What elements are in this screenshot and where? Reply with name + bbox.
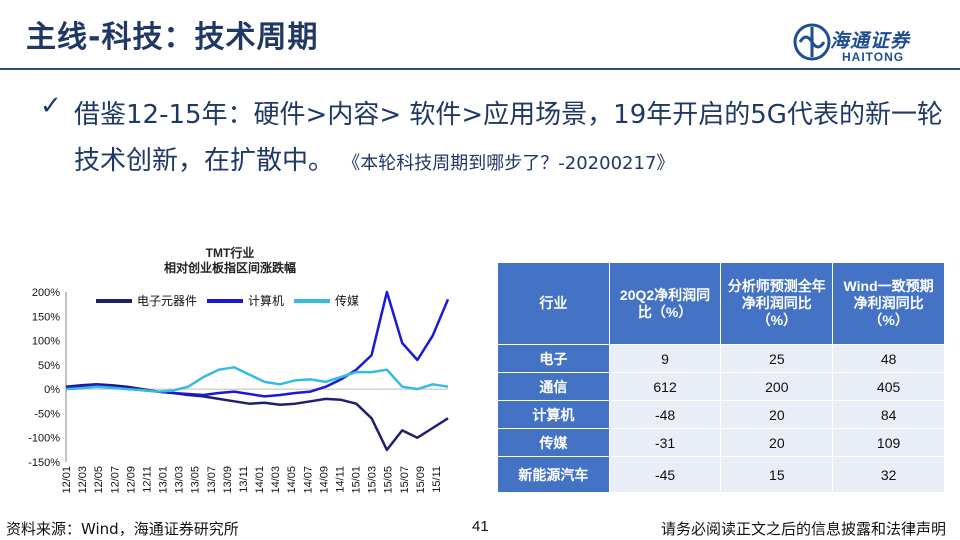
table-cell: 612	[608, 372, 722, 401]
legend-label: 传媒	[335, 294, 360, 308]
table-row-header: 计算机	[497, 400, 610, 429]
table-row-header: 通信	[497, 372, 610, 401]
table-row-header: 新能源汽车	[497, 456, 610, 493]
table-cell: 200	[720, 372, 834, 401]
x-tick-label: 12/01	[61, 466, 73, 494]
slide-title: 主线-科技：技术周期	[26, 20, 319, 55]
x-tick-label: 14/07	[302, 466, 314, 494]
y-tick-label: -100%	[28, 433, 60, 445]
haitong-logo: 海通证券 HAITONG	[790, 20, 940, 66]
table-cell: 20	[720, 428, 834, 457]
y-tick-label: 50%	[38, 360, 60, 372]
table-row: 通信 612 200 405	[497, 372, 945, 401]
x-tick-label: 12/05	[93, 466, 105, 494]
table-cell: -45	[608, 456, 722, 493]
table-cell: 405	[832, 372, 945, 401]
table-cell: 48	[832, 344, 945, 373]
footer-source: 资料来源：Wind，海通证券研究所	[6, 520, 239, 538]
checkmark-icon: ✓	[40, 90, 62, 120]
x-tick-label: 13/11	[238, 466, 250, 493]
x-tick-label: 14/03	[270, 466, 282, 494]
haitong-emblem-icon	[793, 23, 831, 61]
table-header-20q2: 20Q2净利润同比（%）	[608, 262, 722, 345]
x-tick-label: 15/03	[367, 466, 379, 494]
logo-text-cn: 海通证券	[830, 30, 911, 52]
table-cell: 109	[832, 428, 945, 457]
x-tick-label: 15/09	[415, 466, 427, 494]
x-tick-label: 15/05	[383, 466, 395, 494]
x-tick-label: 13/09	[222, 466, 234, 494]
table-header-analyst: 分析师预测全年净利润同比（%）	[720, 262, 834, 345]
legend-swatch	[294, 298, 331, 303]
earnings-table: 行业 20Q2净利润同比（%） 分析师预测全年净利润同比（%） Wind一致预期…	[497, 262, 945, 493]
legend-item-computer: 计算机	[207, 292, 284, 309]
table-cell: 20	[720, 400, 834, 429]
series-line-0	[65, 383, 449, 452]
x-tick-label: 12/07	[109, 466, 121, 494]
table-row: 计算机 -48 20 84	[497, 400, 945, 429]
table-row: 电子 9 25 48	[497, 344, 945, 373]
chart-plot: 200% 150% 100% 50% 0% -50% -100% -150%12/01 12/0…	[28, 287, 450, 494]
bullet-citation: 《本轮科技周期到哪步了？-20200217》	[342, 153, 675, 174]
x-tick-label: 12/03	[77, 466, 89, 494]
legend-label: 计算机	[248, 294, 285, 308]
table-cell: 15	[720, 456, 834, 493]
table-header-industry: 行业	[497, 262, 610, 345]
table-cell: -31	[608, 428, 722, 457]
x-tick-label: 14/11	[334, 466, 346, 493]
chart-subtitle: 相对创业板指区间涨跌幅	[163, 261, 296, 275]
x-tick-label: 14/01	[254, 466, 266, 494]
chart-title-line1: TMT行业	[205, 246, 255, 260]
y-tick-label: 100%	[32, 336, 60, 348]
legend-swatch	[207, 298, 244, 303]
legend-item-media: 传媒	[294, 292, 359, 309]
table-cell: 84	[832, 400, 945, 429]
table-cell: -48	[608, 400, 722, 429]
x-tick-label: 14/09	[318, 466, 330, 494]
x-tick-label: 13/01	[158, 466, 170, 494]
bullet-main-text: 借鉴12-15年：硬件>内容> 软件>应用场景，19年开启的5G代表的新一轮技术…	[74, 100, 943, 176]
x-tick-label: 13/05	[190, 466, 202, 494]
legend-item-electronics: 电子元器件	[96, 292, 197, 309]
title-divider	[0, 68, 960, 70]
table-row-header: 传媒	[497, 428, 610, 457]
table-cell: 32	[832, 456, 945, 493]
x-tick-label: 14/05	[286, 466, 298, 494]
legend-swatch	[96, 298, 132, 303]
y-tick-label: 0%	[44, 384, 60, 396]
chart-title: TMT行业 相对创业板指区间涨跌幅	[130, 246, 330, 276]
page-number: 41	[472, 518, 489, 535]
x-tick-label: 13/07	[206, 466, 218, 494]
table-row-header: 电子	[497, 344, 610, 373]
bullet-text: 借鉴12-15年：硬件>内容> 软件>应用场景，19年开启的5G代表的新一轮技术…	[74, 92, 944, 187]
x-tick-label: 13/03	[174, 466, 186, 494]
y-tick-label: 200%	[32, 287, 60, 299]
table-row: 传媒 -31 20 109	[497, 428, 945, 457]
table-row: 新能源汽车 -45 15 32	[497, 456, 945, 493]
table-cell: 9	[608, 344, 722, 373]
chart-legend: 电子元器件 计算机 传媒	[96, 292, 359, 309]
y-tick-label: -50%	[34, 408, 60, 420]
series-line-2	[65, 366, 449, 393]
x-tick-label: 15/11	[431, 466, 443, 493]
logo-text-en: HAITONG	[842, 50, 905, 64]
footer-disclaimer: 请务必阅读正文之后的信息披露和法律声明	[660, 520, 946, 538]
x-tick-label: 12/11	[141, 466, 153, 493]
legend-label: 电子元器件	[137, 294, 198, 308]
x-tick-label: 12/09	[125, 466, 137, 494]
table-cell: 25	[720, 344, 834, 373]
x-tick-label: 15/07	[399, 466, 411, 494]
tmt-line-chart: 200% 150% 100% 50% 0% -50% -100% -150% 12/01 12/0…	[0, 240, 460, 510]
y-tick-label: 150%	[32, 311, 60, 323]
x-tick-label: 15/01	[351, 466, 363, 494]
y-tick-label: -150%	[28, 457, 60, 469]
table-header-wind: Wind一致预期净利润同比（%）	[832, 262, 945, 345]
